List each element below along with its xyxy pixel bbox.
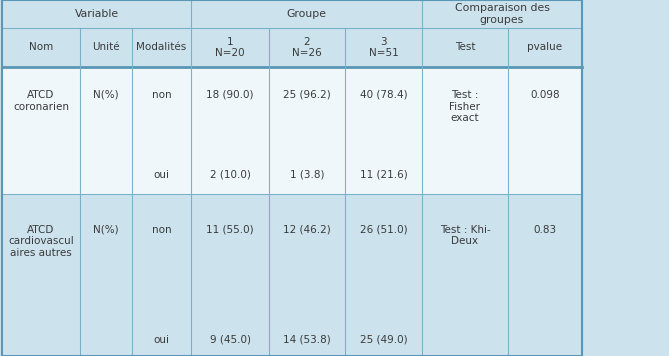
Text: Groupe: Groupe — [286, 9, 326, 19]
Text: N(%): N(%) — [93, 225, 119, 235]
Text: 1 (3.8): 1 (3.8) — [290, 170, 324, 180]
Text: 26 (51.0): 26 (51.0) — [360, 225, 407, 235]
Text: 25 (96.2): 25 (96.2) — [283, 90, 331, 100]
Text: Variable: Variable — [74, 9, 118, 19]
Text: 14 (53.8): 14 (53.8) — [283, 335, 331, 345]
Text: pvalue: pvalue — [527, 42, 563, 52]
Text: non: non — [152, 90, 171, 100]
Text: Unité: Unité — [92, 42, 120, 52]
Text: Test : Khi-
Deux: Test : Khi- Deux — [440, 225, 490, 246]
Text: ATCD
cardiovascul
aires autres: ATCD cardiovascul aires autres — [8, 225, 74, 258]
Text: 0.098: 0.098 — [531, 90, 560, 100]
Bar — [2, 28, 582, 67]
Text: 2
N=26: 2 N=26 — [292, 37, 322, 58]
Text: 12 (46.2): 12 (46.2) — [283, 225, 331, 235]
Text: ATCD
coronarien: ATCD coronarien — [13, 90, 69, 111]
Text: 25 (49.0): 25 (49.0) — [360, 335, 407, 345]
Text: 9 (45.0): 9 (45.0) — [209, 335, 250, 345]
Text: 0.83: 0.83 — [533, 225, 557, 235]
Text: Modalités: Modalités — [136, 42, 187, 52]
Bar — [2, 194, 582, 356]
Text: 11 (21.6): 11 (21.6) — [360, 170, 407, 180]
Text: 3
N=51: 3 N=51 — [369, 37, 398, 58]
Text: Test :
Fisher
exact: Test : Fisher exact — [450, 90, 480, 123]
Text: oui: oui — [153, 335, 169, 345]
Text: 11 (55.0): 11 (55.0) — [206, 225, 254, 235]
Text: 40 (78.4): 40 (78.4) — [360, 90, 407, 100]
Text: 2 (10.0): 2 (10.0) — [209, 170, 250, 180]
Text: 18 (90.0): 18 (90.0) — [206, 90, 254, 100]
Text: non: non — [152, 225, 171, 235]
Text: Comparaison des
groupes: Comparaison des groupes — [454, 3, 549, 25]
Text: oui: oui — [153, 170, 169, 180]
Bar — [2, 0, 582, 28]
Text: N(%): N(%) — [93, 90, 119, 100]
Bar — [2, 0, 582, 356]
Text: 1
N=20: 1 N=20 — [215, 37, 245, 58]
Text: Nom: Nom — [29, 42, 53, 52]
Text: Test: Test — [455, 42, 475, 52]
Bar — [2, 67, 582, 194]
